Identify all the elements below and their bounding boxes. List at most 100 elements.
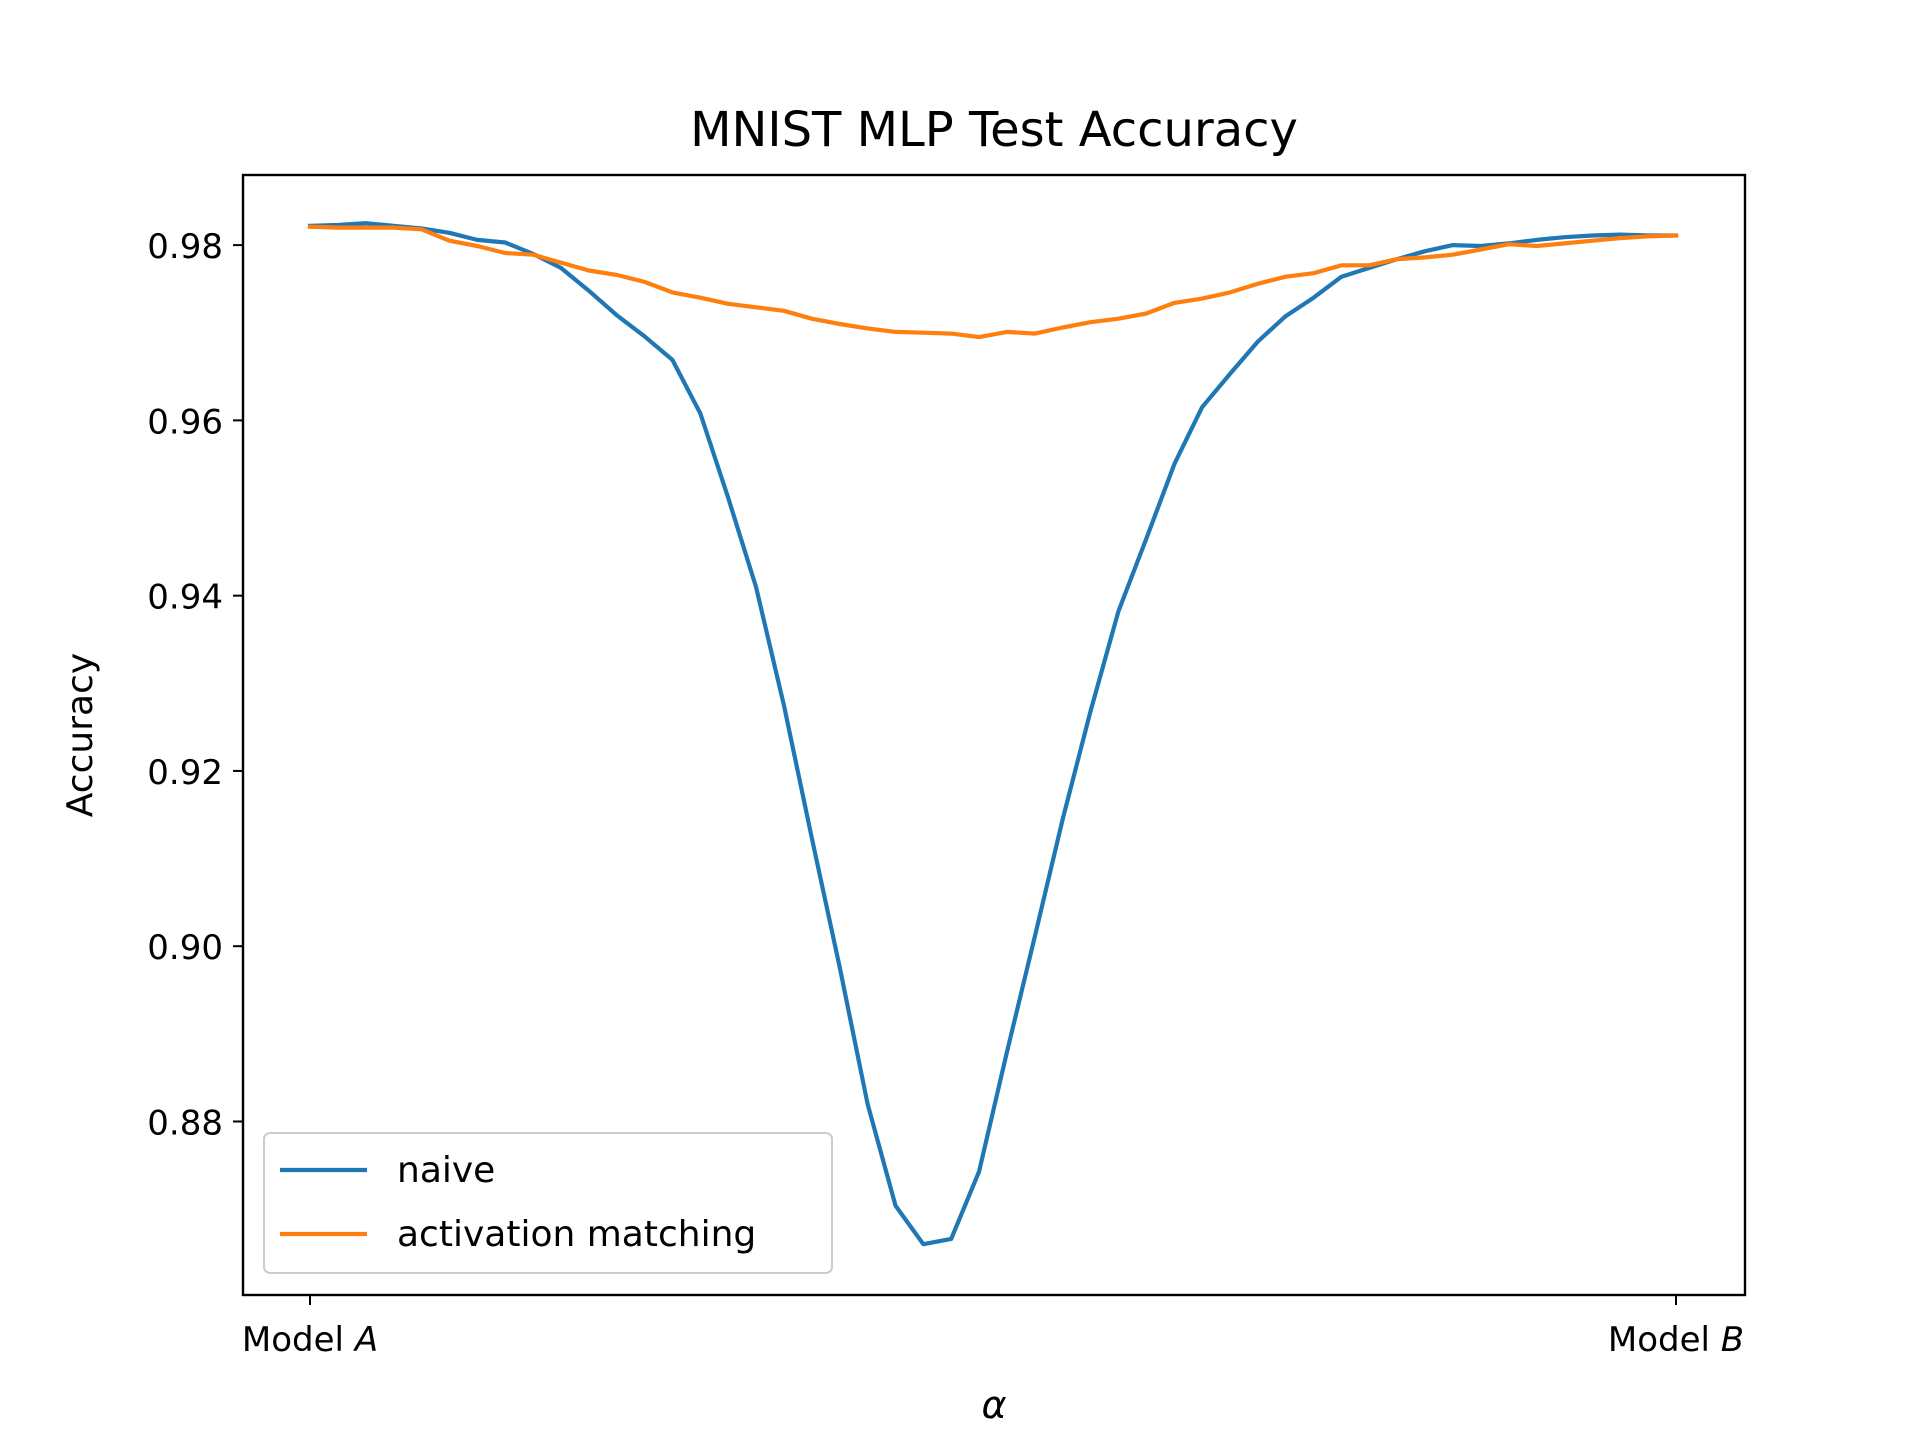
data-point <box>615 313 619 317</box>
data-point <box>587 289 591 293</box>
legend-box <box>263 1132 833 1274</box>
data-point <box>977 335 981 339</box>
y-axis-label: Accuracy <box>60 653 101 817</box>
y-axis: 0.88 0.90 0.92 0.94 0.96 0.98 <box>147 227 243 1143</box>
data-point <box>1172 301 1176 305</box>
data-point <box>420 227 424 231</box>
data-point <box>1033 332 1037 336</box>
data-point <box>1367 263 1371 267</box>
data-point <box>1590 239 1594 243</box>
data-point <box>559 261 563 265</box>
data-point <box>475 238 479 242</box>
data-point <box>1256 282 1260 286</box>
data-point <box>949 1237 953 1241</box>
x-tick-label: Model B <box>1608 1320 1744 1360</box>
data-point <box>1563 235 1567 239</box>
data-point <box>364 221 368 225</box>
data-point <box>475 244 479 248</box>
y-tick-label: 0.88 <box>147 1103 223 1143</box>
data-point <box>615 273 619 277</box>
data-point <box>782 703 786 707</box>
legend-label: activation matching <box>397 1214 756 1255</box>
x-axis-label: α <box>981 1383 1006 1427</box>
data-point <box>531 253 535 257</box>
data-point <box>726 496 730 500</box>
data-point <box>1033 935 1037 939</box>
y-tick-label: 0.98 <box>147 227 223 267</box>
x-tick-label: Model A <box>242 1320 378 1360</box>
data-point <box>364 226 368 230</box>
data-point <box>1284 314 1288 318</box>
data-point <box>866 1102 870 1106</box>
data-point <box>1618 236 1622 240</box>
data-point <box>1089 709 1093 713</box>
data-point <box>1535 238 1539 242</box>
data-point <box>977 1169 981 1173</box>
data-point <box>1144 312 1148 316</box>
data-point <box>754 305 758 309</box>
data-point <box>1674 234 1678 238</box>
x-axis: Model A Model B <box>242 1295 1744 1360</box>
data-point <box>1089 320 1093 324</box>
data-point <box>949 332 953 336</box>
data-point <box>503 241 507 245</box>
data-point <box>1116 317 1120 321</box>
data-point <box>866 326 870 330</box>
data-point <box>1479 248 1483 252</box>
data-point <box>392 226 396 230</box>
data-point <box>1005 330 1009 334</box>
y-tick-label: 0.90 <box>147 928 223 968</box>
data-point <box>1423 249 1427 253</box>
data-point <box>447 231 451 235</box>
y-tick-label: 0.96 <box>147 402 223 442</box>
data-point <box>1590 234 1594 238</box>
data-point <box>670 358 674 362</box>
data-point <box>1646 234 1650 238</box>
data-point <box>1507 242 1511 246</box>
plot-lines <box>307 221 1679 1247</box>
data-point <box>1535 244 1539 248</box>
data-point <box>643 280 647 284</box>
data-point <box>447 239 451 243</box>
plot-area-frame <box>241 173 1747 1297</box>
data-point <box>754 585 758 589</box>
data-point <box>1312 296 1316 300</box>
data-point <box>698 411 702 415</box>
data-point <box>810 317 814 321</box>
data-point <box>894 1204 898 1208</box>
data-point <box>643 334 647 338</box>
y-tick-label: 0.92 <box>147 753 223 793</box>
data-point <box>921 1242 925 1246</box>
data-point <box>810 836 814 840</box>
data-point <box>838 965 842 969</box>
data-point <box>1451 253 1455 257</box>
data-point <box>559 266 563 270</box>
data-point <box>308 225 312 229</box>
data-point <box>1256 340 1260 344</box>
data-point <box>1451 243 1455 247</box>
data-point <box>1228 372 1232 376</box>
data-point <box>1563 241 1567 245</box>
data-point <box>1284 275 1288 279</box>
data-point <box>1005 1050 1009 1054</box>
legend: naive activation matching <box>263 1132 833 1274</box>
data-point <box>1228 290 1232 294</box>
data-point <box>894 330 898 334</box>
data-point <box>921 331 925 335</box>
data-point <box>782 309 786 313</box>
data-point <box>1423 255 1427 259</box>
data-point <box>1116 609 1120 613</box>
data-point <box>1144 537 1148 541</box>
data-point <box>1340 263 1344 267</box>
y-tick-label: 0.94 <box>147 578 223 618</box>
series-line-1 <box>307 224 1679 340</box>
data-point <box>1340 275 1344 279</box>
data-point <box>336 226 340 230</box>
data-point <box>1061 817 1065 821</box>
data-point <box>698 296 702 300</box>
data-point <box>1200 405 1204 409</box>
data-point <box>503 251 507 255</box>
data-point <box>1395 257 1399 261</box>
legend-label: naive <box>397 1150 495 1191</box>
